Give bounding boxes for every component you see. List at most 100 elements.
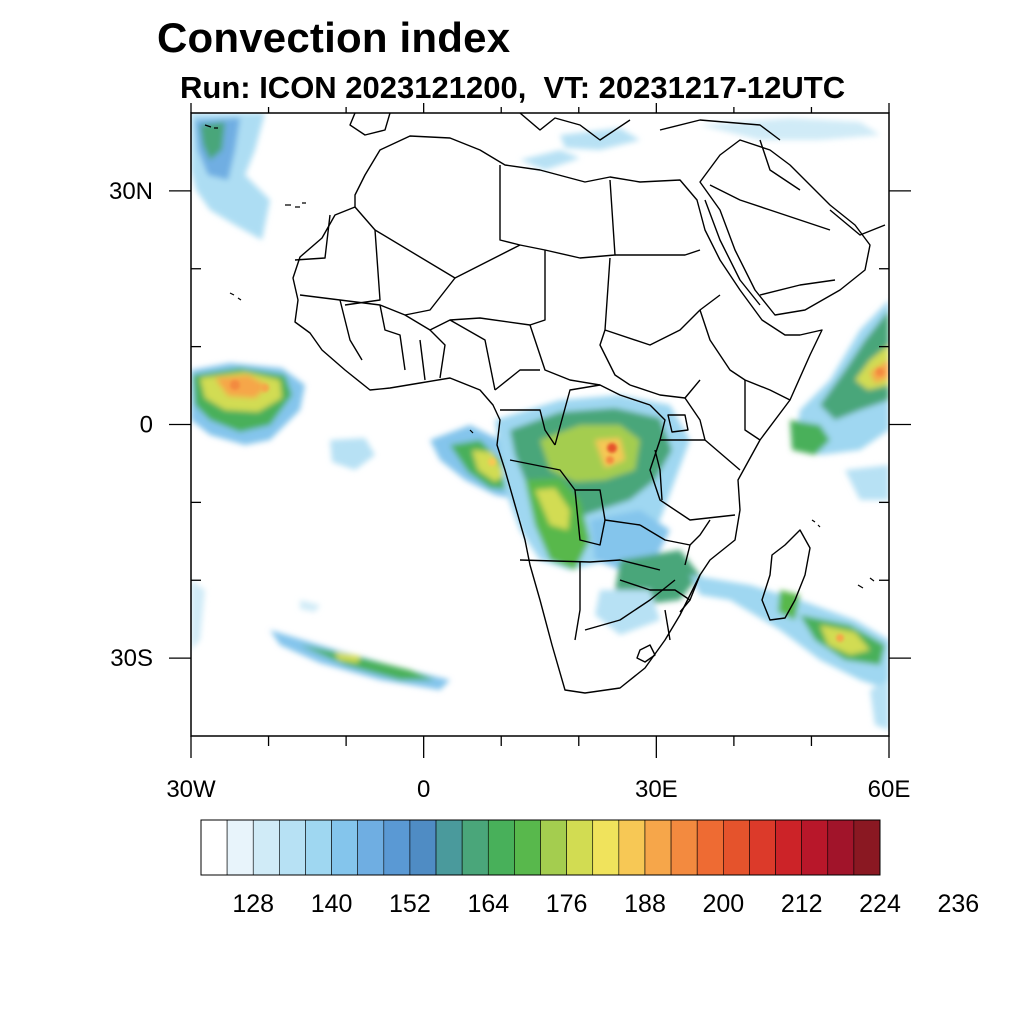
border-sahel [299,294,531,331]
field-north-africa-streak [520,150,580,170]
lake-tanganyika [654,449,663,501]
border-ghana [419,339,426,381]
axis-tick-labels: 30W 0 30E 60E 30N 0 30S [109,178,910,803]
colorbar-swatch [487,819,515,876]
turkey-coastline [659,119,781,141]
border-egypt-sudan [615,249,701,256]
border-ethiopia [699,309,791,401]
islands [204,124,875,589]
colorbar-label: 176 [546,890,588,918]
chart-subtitle: Run: ICON 2023121200, VT: 20231217-12UTC [180,70,846,105]
colorbar-swatch [853,819,881,876]
red-sea-coastline [704,199,761,306]
colorbar-label: 164 [467,890,509,918]
border-south-sudan [629,379,701,399]
island-canaries [285,202,306,208]
colorbar-swatch [644,819,672,876]
italy-balkans-coastline [519,113,631,141]
border-west-africa-2 [379,304,406,371]
colorbar-labels: 128 140 152 164 176 188 200 212 224 236 [232,890,979,918]
colorbar-swatch [331,819,358,876]
border-drc-car [554,384,651,446]
lon-tick-label: 0 [417,776,430,803]
field-somali-coast [790,420,830,455]
lon-tick-label: 30E [635,776,678,803]
border-uganda [649,404,666,441]
field-great-lakes-peak [607,443,617,453]
arabia-coastline [699,139,871,316]
field-atlantic-peak-2 [261,384,269,392]
colorbar-label: 140 [311,890,353,918]
colorbar-label: 188 [624,890,666,918]
convection-field [191,113,889,730]
colorbar-swatch [723,819,750,876]
lon-tick-label: 60E [868,776,911,803]
border-algeria-libya [454,165,521,279]
axis-ticks [169,103,911,758]
colorbar-swatch [540,819,567,876]
field-angola-hi [535,488,570,530]
field-east-indian-ocean [845,465,889,500]
border-somalia [744,380,761,441]
border-namibia-angola [519,559,661,571]
field-atlantic-patch [330,438,375,470]
colorbar-label: 200 [702,890,744,918]
colorbar-frame [200,819,881,876]
colorbar-swatch [566,819,594,876]
persian-gulf-coastline [829,209,886,236]
field-sw-atlantic-edge [191,580,205,650]
colorbar-swatch [670,819,698,876]
field-south-atlantic-speck [300,600,320,612]
colorbar-swatch [696,819,724,876]
field-madagascar-east [778,590,800,620]
lat-tick-label: 30N [109,178,153,205]
island-azores [204,124,218,129]
colorbar-label: 224 [859,890,901,918]
colorbar-swatch [827,819,855,876]
colorbar [200,819,881,876]
lesotho [636,644,656,663]
field-ne-atlantic-strong [200,122,225,160]
lon-tick-label: 30W [166,776,216,803]
colorbar-swatch [383,819,411,876]
colorbar-swatch [514,819,541,876]
border-sudan-south [604,294,721,346]
border-malawi [689,519,711,546]
field-mediterranean [560,128,640,150]
border-south-africa [664,609,671,641]
field-sw-indian-peak [836,634,844,642]
border-chad-sudan [599,257,631,386]
island-seychelles [811,519,821,528]
iberia-coastline [349,113,391,136]
lat-tick-label: 30S [110,645,153,672]
field-arabian-peak [876,368,884,376]
border-namibia-botswana [574,562,581,641]
border-kenya [684,397,741,471]
colorbar-swatch [252,819,280,876]
border-chad-car [529,324,601,386]
colorbar-swatch [592,819,620,876]
island-cape-verde [229,292,242,301]
island-mascarene [857,577,875,589]
field-south-atlantic-band-mid [300,645,435,680]
border-algeria-south [374,229,456,316]
field-botswana [595,590,660,635]
field-mozambique-channel [690,575,889,690]
colorbar-swatch [435,819,463,876]
field-atlantic-equatorial-peak [215,375,268,398]
field-gabon-coast-hi [472,450,505,482]
colorbar-swatch [305,819,332,876]
colorbar-label: 212 [781,890,823,918]
field-far-se [870,680,889,730]
border-saudi-yemen [759,279,836,296]
colorbar-swatch [200,819,228,876]
colorbar-swatch [775,819,802,876]
border-zambia-mozambique [639,524,691,566]
border-iraq [759,139,801,191]
border-angola-zambia [574,489,641,546]
field-atlantic-peak-1 [230,380,240,390]
colorbar-swatch [357,819,385,876]
colorbar-swatch [749,819,776,876]
coastlines-borders [292,113,886,694]
island-sao-tome [469,429,474,434]
